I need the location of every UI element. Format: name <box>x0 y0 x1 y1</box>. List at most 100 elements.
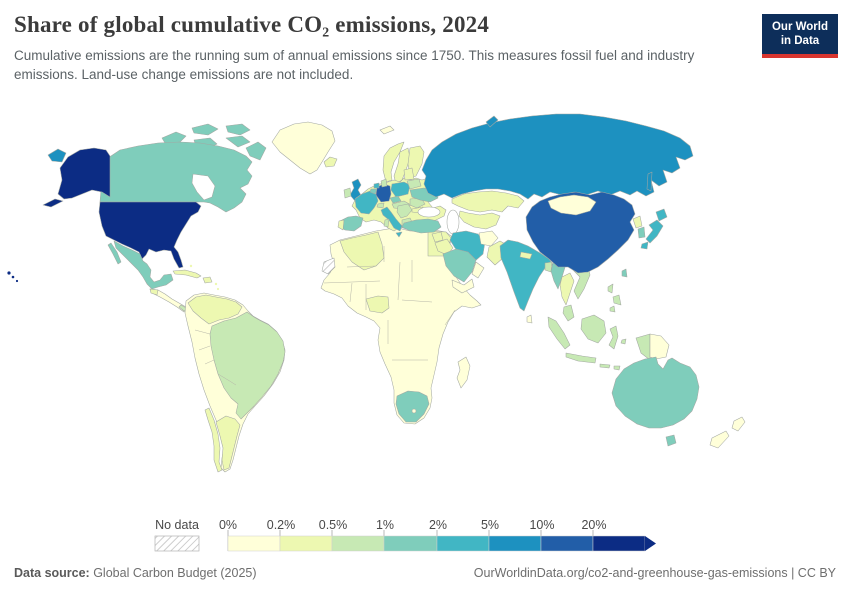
country-italy-sicily[interactable] <box>395 231 403 238</box>
country-cuba[interactable] <box>172 269 202 279</box>
country-bangladesh[interactable] <box>544 261 553 273</box>
legend: No data 0% 0.2% <box>154 518 656 552</box>
country-turkey[interactable] <box>401 218 442 234</box>
svg-text:0%: 0% <box>219 518 237 532</box>
country-north-korea[interactable] <box>632 215 643 229</box>
country-syria[interactable] <box>431 231 444 243</box>
map-layer <box>7 113 746 473</box>
page-title: Share of global cumulative CO₂ emissions… <box>14 12 490 37</box>
country-france[interactable] <box>354 190 379 215</box>
country-colombia-venezuela[interactable] <box>187 294 243 325</box>
country-norway[interactable] <box>382 141 405 183</box>
chart-subtitle: Cumulative emissions are the running sum… <box>14 48 695 83</box>
country-russia-chukotka[interactable] <box>47 148 67 163</box>
country-switzerland[interactable] <box>376 202 385 209</box>
black-sea <box>417 206 441 218</box>
country-sri-lanka[interactable] <box>526 314 533 324</box>
svg-text:5%: 5% <box>481 518 499 532</box>
country-mexico[interactable] <box>107 240 174 290</box>
country-taiwan[interactable] <box>621 268 628 278</box>
region-western-sahara-nodata[interactable] <box>321 257 336 275</box>
owid-logo[interactable]: Our World in Data <box>762 14 838 58</box>
country-iceland[interactable] <box>323 156 338 168</box>
country-denmark[interactable] <box>380 178 388 188</box>
country-russia-sakhalin[interactable] <box>646 171 653 192</box>
country-belarus[interactable] <box>406 178 422 190</box>
svg-text:20%: 20% <box>581 518 606 532</box>
country-iran[interactable] <box>449 230 486 262</box>
header: Share of global cumulative CO₂ emissions… <box>14 12 754 84</box>
country-hispaniola[interactable] <box>202 276 213 284</box>
country-italy-sardinia[interactable] <box>383 218 390 228</box>
country-guatemala[interactable] <box>149 288 159 296</box>
country-czechia[interactable] <box>389 195 402 204</box>
country-south-africa[interactable] <box>395 390 430 423</box>
country-poland[interactable] <box>390 181 411 198</box>
legend-no-data-swatch[interactable] <box>154 535 200 552</box>
svg-text:10%: 10% <box>529 518 554 532</box>
country-portugal[interactable] <box>337 219 345 231</box>
country-greenland[interactable] <box>271 121 336 175</box>
country-belgium[interactable] <box>369 188 378 195</box>
country-thailand[interactable] <box>559 272 575 306</box>
region-balkans[interactable] <box>396 203 413 219</box>
svg-text:2%: 2% <box>429 518 447 532</box>
svg-text:0.2%: 0.2% <box>267 518 296 532</box>
country-russia[interactable] <box>421 113 694 200</box>
data-source-label: Data source: <box>14 566 90 580</box>
country-madagascar[interactable] <box>456 356 471 389</box>
data-source-value: Global Carbon Budget (2025) <box>89 566 257 580</box>
logo-red-bar <box>762 53 838 58</box>
legend-bin-labels: 0% 0.2% 0.5% 1% 2% 5% 10% 20% <box>219 518 607 532</box>
country-south-korea[interactable] <box>637 226 646 239</box>
country-usa[interactable] <box>98 201 202 269</box>
country-china[interactable] <box>525 191 636 274</box>
country-nepal[interactable] <box>519 251 533 260</box>
logo-line2: in Data <box>780 35 820 48</box>
country-ireland[interactable] <box>343 187 352 199</box>
country-australia-tasmania[interactable] <box>665 434 677 447</box>
country-usa-hawaii[interactable] <box>7 271 19 283</box>
data-source: Data source: Global Carbon Budget (2025) <box>14 566 257 580</box>
footer-link[interactable]: OurWorldinData.org/co2-and-greenhouse-ga… <box>473 566 836 580</box>
country-malaysia[interactable] <box>562 304 575 322</box>
country-mongolia[interactable] <box>547 194 597 216</box>
legend-bins[interactable] <box>227 535 656 552</box>
country-indonesia[interactable] <box>547 314 651 371</box>
country-netherlands[interactable] <box>373 182 380 189</box>
svg-text:0.5%: 0.5% <box>319 518 348 532</box>
country-kazakhstan[interactable] <box>451 190 525 213</box>
svg-text:1%: 1% <box>376 518 394 532</box>
region-baltics[interactable] <box>403 167 415 181</box>
country-australia[interactable] <box>611 356 700 429</box>
country-brazil[interactable] <box>209 311 286 420</box>
country-chile[interactable] <box>204 407 223 473</box>
country-japan[interactable] <box>640 208 668 250</box>
country-canada[interactable] <box>99 141 253 213</box>
country-russia-novaya-zemlya[interactable] <box>485 115 499 128</box>
country-india[interactable] <box>499 239 554 312</box>
country-philippines[interactable] <box>607 283 622 313</box>
country-nigeria[interactable] <box>365 295 390 314</box>
country-italy[interactable] <box>380 206 403 232</box>
country-usa-alaska[interactable] <box>42 147 111 208</box>
country-oman[interactable] <box>471 261 485 279</box>
country-argentina[interactable] <box>215 415 241 471</box>
country-lesotho[interactable] <box>411 408 417 414</box>
caspian-sea <box>446 209 460 235</box>
internal-borders-africa <box>323 246 456 361</box>
lesser-antilles[interactable] <box>189 264 220 291</box>
country-yemen[interactable] <box>451 278 475 294</box>
legend-arrow <box>645 536 656 551</box>
country-afghanistan[interactable] <box>478 230 499 247</box>
hudson-bay <box>191 173 216 201</box>
country-svalbard[interactable] <box>379 125 395 135</box>
legend-no-data-label: No data <box>155 518 199 532</box>
country-papua-new-guinea[interactable] <box>649 333 670 360</box>
country-saudi-arabia[interactable] <box>442 248 477 283</box>
region-central-asia[interactable] <box>458 210 501 230</box>
country-new-zealand[interactable] <box>709 416 746 449</box>
footer: Data source: Global Carbon Budget (2025)… <box>14 566 836 580</box>
